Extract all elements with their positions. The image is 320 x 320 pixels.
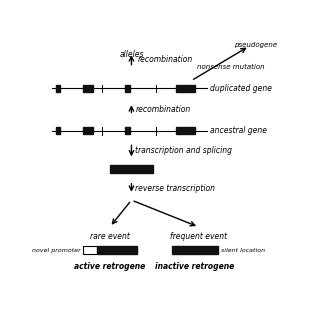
Text: reverse transcription: reverse transcription: [135, 184, 215, 193]
Bar: [125, 127, 130, 134]
Text: frequent event: frequent event: [170, 232, 228, 241]
Bar: [125, 85, 130, 92]
Text: transcription and splicing: transcription and splicing: [135, 146, 232, 155]
Bar: [176, 85, 195, 92]
Text: silent location: silent location: [220, 248, 265, 253]
Bar: [55, 127, 60, 134]
Bar: [83, 246, 97, 254]
Bar: [55, 85, 60, 92]
Text: active retrogene: active retrogene: [74, 262, 145, 271]
Bar: [83, 85, 93, 92]
Text: rare event: rare event: [90, 232, 130, 241]
Text: recombination: recombination: [135, 105, 191, 114]
Text: inactive retrogene: inactive retrogene: [156, 262, 235, 271]
Text: duplicated gene: duplicated gene: [211, 84, 273, 93]
Text: alleles: alleles: [119, 50, 144, 59]
Text: nonsense mutation: nonsense mutation: [197, 64, 265, 70]
Text: ancestral gene: ancestral gene: [211, 126, 268, 135]
Text: recombination: recombination: [138, 55, 193, 64]
Bar: [172, 246, 218, 254]
Bar: [110, 165, 153, 173]
Bar: [176, 127, 195, 134]
Text: novel promoter: novel promoter: [32, 248, 80, 253]
Bar: [83, 127, 93, 134]
Bar: [97, 246, 137, 254]
Text: pseudogene: pseudogene: [234, 42, 277, 48]
